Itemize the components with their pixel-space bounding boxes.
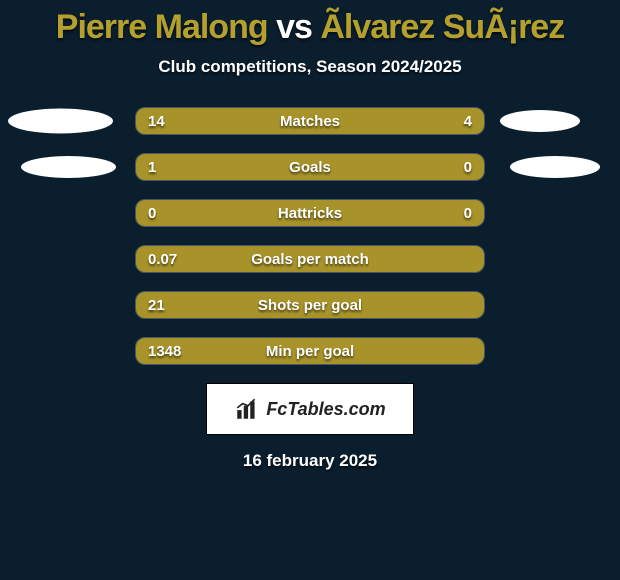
stat-row: 00Hattricks: [0, 199, 620, 227]
player1-name: Pierre Malong: [56, 8, 268, 46]
stat-value-right: 4: [464, 108, 472, 134]
stat-value-left: 1348: [148, 338, 181, 364]
competition-subtitle: Club competitions, Season 2024/2025: [0, 57, 620, 77]
stat-bar: 144Matches: [135, 107, 485, 135]
stat-bar: 21Shots per goal: [135, 291, 485, 319]
stat-row: 1348Min per goal: [0, 337, 620, 365]
snapshot-date: 16 february 2025: [0, 451, 620, 471]
bar-left-fill: [136, 154, 397, 180]
bar-chart-icon: [234, 396, 260, 422]
stat-value-left: 0: [148, 200, 156, 226]
team-badge-right: [510, 156, 600, 178]
fctables-logo: FcTables.com: [206, 383, 414, 435]
bar-left-fill: [136, 108, 397, 134]
stat-row: 10Goals: [0, 153, 620, 181]
stat-value-right: 0: [464, 200, 472, 226]
bar-left-fill: [136, 338, 484, 364]
stat-rows: 144Matches10Goals00Hattricks0.07Goals pe…: [0, 107, 620, 365]
logo-text: FcTables.com: [266, 399, 385, 420]
stat-value-left: 1: [148, 154, 156, 180]
bar-left-fill: [136, 200, 484, 226]
stat-bar: 0.07Goals per match: [135, 245, 485, 273]
team-badge-left: [21, 156, 116, 178]
comparison-title: Pierre Malong vs Ãlvarez SuÃ¡rez: [0, 0, 620, 47]
stat-row: 0.07Goals per match: [0, 245, 620, 273]
player2-name: Ãlvarez SuÃ¡rez: [320, 8, 564, 46]
bar-left-fill: [136, 292, 484, 318]
team-badge-left: [8, 109, 113, 134]
stat-value-left: 0.07: [148, 246, 177, 272]
stat-bar: 10Goals: [135, 153, 485, 181]
team-badge-right: [500, 110, 580, 132]
stat-bar: 00Hattricks: [135, 199, 485, 227]
stat-row: 144Matches: [0, 107, 620, 135]
stat-bar: 1348Min per goal: [135, 337, 485, 365]
bar-left-fill: [136, 246, 484, 272]
stat-row: 21Shots per goal: [0, 291, 620, 319]
vs-text: vs: [276, 8, 312, 46]
stat-value-left: 21: [148, 292, 165, 318]
stat-value-right: 0: [464, 154, 472, 180]
stat-value-left: 14: [148, 108, 165, 134]
